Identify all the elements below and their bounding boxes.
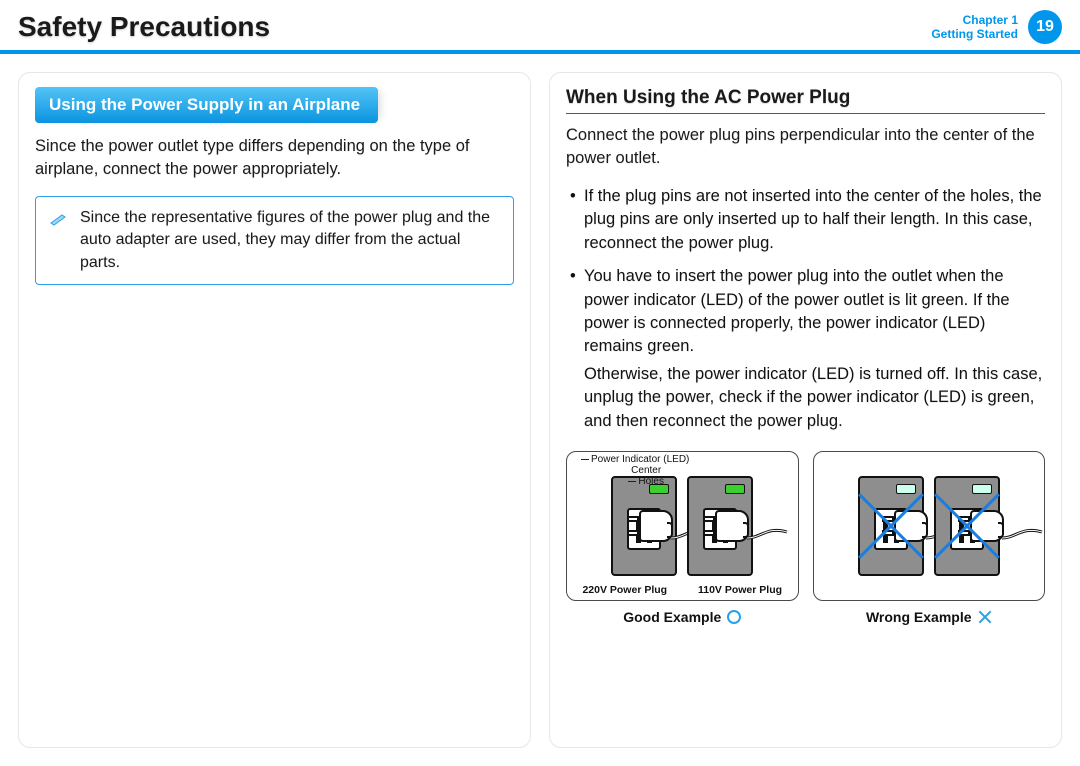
figures-row: Power Indicator (LED) Center Holes [566, 451, 1045, 627]
outlet-wrong-1 [858, 476, 924, 576]
figure-good: Power Indicator (LED) Center Holes [566, 451, 799, 627]
figure-sublabels: 220V Power Plug 110V Power Plug [567, 584, 798, 596]
figure-wrong-frame [813, 451, 1046, 601]
callout-holes: Holes [603, 476, 689, 487]
label-220v: 220V Power Plug [582, 584, 667, 596]
bullet-text: If the plug pins are not inserted into t… [584, 187, 1042, 252]
section-banner-airplane: Using the Power Supply in an Airplane [35, 87, 378, 123]
right-column: When Using the AC Power Plug Connect the… [549, 72, 1062, 748]
figure-good-caption: Good Example [623, 609, 741, 625]
bullet-text: You have to insert the power plug into t… [584, 267, 1010, 355]
label-110v: 110V Power Plug [698, 584, 782, 596]
chapter-line1: Chapter 1 [931, 13, 1018, 27]
bullet-item: You have to insert the power plug into t… [566, 265, 1045, 433]
x-mark-icon [932, 491, 1002, 561]
page-title: Safety Precautions [18, 11, 270, 43]
outlet-110v [687, 476, 753, 576]
chapter-info: Chapter 1 Getting Started [931, 13, 1018, 42]
note-text: Since the representative figures of the … [80, 209, 490, 271]
note-box: Since the representative figures of the … [35, 196, 514, 285]
chapter-line2: Getting Started [931, 27, 1018, 41]
callout-center: Center [603, 465, 689, 476]
figure-callouts: Power Indicator (LED) Center Holes [581, 454, 689, 487]
note-icon [48, 209, 68, 237]
figure-wrong-caption: Wrong Example [866, 609, 992, 625]
x-mark-icon [856, 491, 926, 561]
figure-good-frame: Power Indicator (LED) Center Holes [566, 451, 799, 601]
plug-icon [715, 510, 749, 542]
x-icon [978, 610, 992, 624]
callout-led: Power Indicator (LED) [581, 454, 689, 465]
plug-icon [639, 510, 673, 542]
bullet-list: If the plug pins are not inserted into t… [566, 185, 1045, 433]
page-header: Safety Precautions Chapter 1 Getting Sta… [0, 0, 1080, 54]
content-columns: Using the Power Supply in an Airplane Si… [0, 54, 1080, 766]
outlet-wrong-2 [934, 476, 1000, 576]
bullet-item: If the plug pins are not inserted into t… [566, 185, 1045, 255]
circle-icon [727, 610, 741, 624]
subheading-ac-plug: When Using the AC Power Plug [566, 87, 1045, 114]
figure-wrong: Wrong Example [813, 451, 1046, 627]
airplane-intro-text: Since the power outlet type differs depe… [35, 135, 514, 182]
bullet-extra-text: Otherwise, the power indicator (LED) is … [584, 363, 1045, 433]
outlet-220v [611, 476, 677, 576]
left-column: Using the Power Supply in an Airplane Si… [18, 72, 531, 748]
page-number-badge: 19 [1028, 10, 1062, 44]
header-right: Chapter 1 Getting Started 19 [931, 10, 1062, 44]
ac-plug-intro: Connect the power plug pins perpendicula… [566, 124, 1045, 171]
led-icon [725, 484, 745, 494]
